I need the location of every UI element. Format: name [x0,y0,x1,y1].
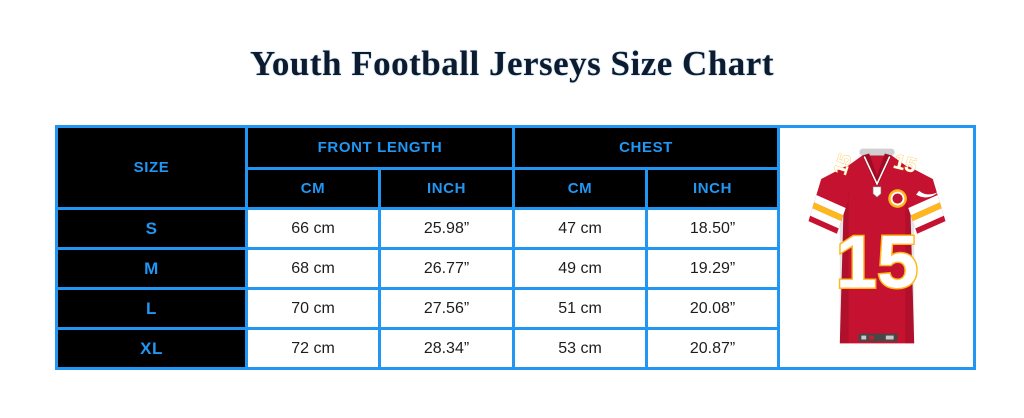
front-length-inch-header: INCH [377,167,516,210]
chest-inch-value: 19.29” [645,247,781,290]
chest-cm-value: 49 cm [512,247,649,290]
front-length-cm-value: 72 cm [245,327,381,370]
chest-inch-header: INCH [645,167,781,210]
red-jersey-15-graphic: 15 15 15 [808,148,946,343]
table-row-s: S 66 cm 25.98” 47 cm 18.50” [55,207,975,250]
chest-inch-value: 20.87” [645,327,781,370]
chest-cm-value: 51 cm [512,287,649,330]
chest-header: CHEST [512,125,781,170]
front-length-cm-value: 68 cm [245,247,381,290]
jersey-left-shade [839,191,849,343]
nike-swoosh-icon [915,190,939,197]
header-row-units: CM INCH CM INCH [57,167,975,210]
table-row-l: L 70 cm 27.56” 51 cm 20.08” [55,287,975,330]
front-length-cm-value: 66 cm [245,207,381,250]
chest-cm-value: 47 cm [512,207,649,250]
jersey-image-cell: 15 15 15 [777,125,977,370]
size-chart-table: SIZE FRONT LENGTH CHEST [55,125,977,370]
front-length-inch-value: 28.34” [377,327,516,370]
front-length-cm-header: CM [245,167,381,210]
nfl-shield-icon [872,186,881,197]
size-label-l: L [55,287,248,330]
jersey-collar [861,153,892,188]
jersey-image: 15 15 15 [780,133,973,363]
size-label-m: M [55,247,248,290]
chest-inch-value: 18.50” [645,207,781,250]
jersey-hem-tag [857,333,898,341]
size-label-xl: XL [55,327,248,370]
chest-cm-value: 53 cm [512,327,649,370]
header-row-groups: SIZE FRONT LENGTH CHEST [55,125,977,370]
table-row-xl: XL 72 cm 28.34” 53 cm 20.87” [55,327,975,370]
size-column-header: SIZE [55,125,248,210]
table-row-m: M 68 cm 26.77” 49 cm 19.29” [55,247,975,290]
front-length-inch-value: 26.77” [377,247,516,290]
front-length-cm-value: 70 cm [245,287,381,330]
front-length-inch-value: 25.98” [377,207,516,250]
jersey-front-number: 15 [835,220,918,303]
size-label-s: S [55,207,248,250]
jersey-collar-trim [863,155,890,186]
front-length-inch-value: 27.56” [377,287,516,330]
chiefs-patch-icon [887,188,907,208]
jersey-right-shade [904,191,914,343]
chest-inch-value: 20.08” [645,287,781,330]
jersey-inner-collar [858,148,895,156]
page-title: Youth Football Jerseys Size Chart [250,44,774,83]
front-length-header: FRONT LENGTH [244,125,516,170]
chest-cm-header: CM [512,167,649,210]
